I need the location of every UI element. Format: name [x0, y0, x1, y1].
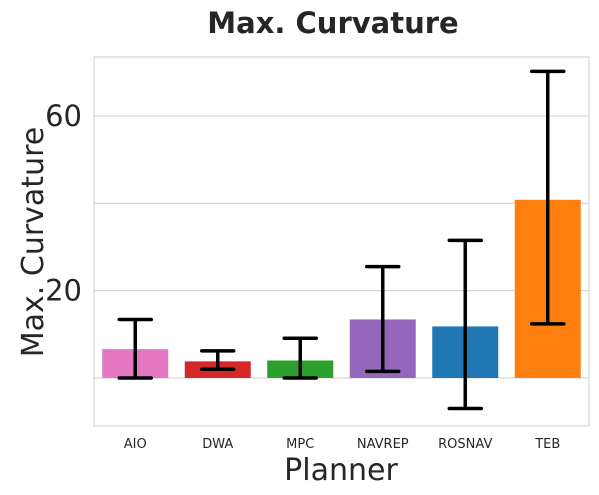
y-tick-label: 60 — [45, 99, 82, 133]
y-tick-label: 20 — [45, 274, 82, 308]
x-tick-label: ROSNAV — [438, 437, 492, 452]
x-tick-label: NAVREP — [357, 437, 409, 452]
x-tick-label: DWA — [202, 437, 233, 452]
x-tick-label: MPC — [286, 437, 314, 452]
error-bars — [117, 69, 566, 411]
chart-title: Max. Curvature — [207, 6, 458, 40]
plot-frame — [93, 56, 590, 427]
x-tick-labels: AIO DWA MPC NAVREP ROSNAV TEB — [124, 437, 561, 452]
bars — [102, 199, 581, 378]
x-tick-label: AIO — [124, 437, 147, 452]
x-tick-label: TEB — [534, 437, 560, 452]
y-axis-label: Max. Curvature — [16, 127, 51, 357]
x-axis-label: Planner — [284, 453, 398, 488]
grid-lines — [94, 115, 589, 379]
